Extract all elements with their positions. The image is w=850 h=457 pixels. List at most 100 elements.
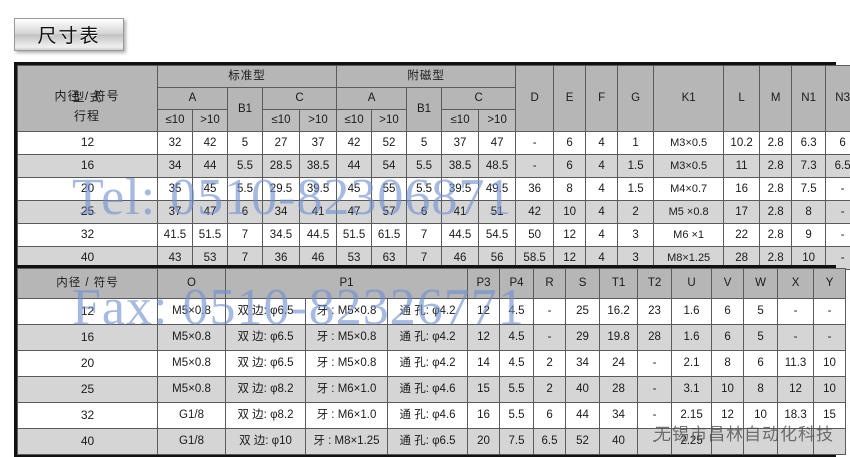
cell-K1: M5 ×0.8 [653,200,725,224]
cell-Y: - [813,298,847,325]
cell-V [711,428,745,455]
cell-T2: 23 [637,298,673,325]
cell-T2: 28 [637,324,673,351]
cell-mag-B1: 5.5 [406,154,443,178]
table-row: 20 35 45 5.5 29.5 39.5 45 55 5.5 39.5 49.5 36 8 4 1.5 M… [17,177,850,201]
cell-N3: 6 [825,131,850,155]
cell-std-B1: 6 [227,200,263,224]
cell-T1: 40 [599,428,639,455]
header-cell-E: E [553,65,587,132]
header-cell-K1: K1 [653,65,725,132]
cell-T1: 19.8 [599,324,639,351]
cell-std-B1: 5.5 [227,154,263,178]
cell-N3: - [825,200,850,224]
cell-P4: 4.5 [499,350,535,377]
cell-std-A-gt10: 51.5 [192,223,228,247]
cell-P1-thread: 牙 : M5×0.8 [305,324,388,351]
cell-K1: M3×0.5 [653,131,725,155]
cell-P1-thread: 牙 : M8×1.25 [305,428,388,455]
cell-P4: 4.5 [499,298,535,325]
cell-T1: 24 [599,350,639,377]
cell-Y: 15 [813,402,847,429]
table-row: 25 37 47 6 34 41 47 57 6 41 51 42 10 4 2 M5 ×0.8 17 2.8 8- [17,200,850,224]
cell-N3: - [825,223,850,247]
cell-X: 11.3 [777,350,815,377]
cell-bore: 12 [17,298,158,325]
bottom-header-W: W [743,268,779,299]
cell-mag-B1: 6 [406,200,443,224]
cell-O: M5×0.8 [157,298,226,325]
cell-E: 12 [553,223,587,247]
cell-T1: 28 [599,376,639,403]
cell-W: 5 [743,324,779,351]
table-row: 32 41.5 51.5 7 34.5 44.5 51.5 61.5 7 44.5 54.5 50 12… [17,223,850,247]
top-header-row-1: 型 式 标准型 附磁型 D E F G K1 L M N1 N3 [17,65,850,132]
table-row: 20 M5×0.8 双 边: φ6.5 牙 : M5×0.8 通 孔: φ4.2 14 4.… [17,350,847,377]
cell-mag-A-gt10: 57 [371,200,408,224]
cell-P1-double-edge: 双 边: φ6.5 [225,350,306,377]
cell-W: 5 [743,298,779,325]
table-row: 32 G1/8 双 边: φ8.2 牙 : M6×1.0 通 孔: φ4.6 16 5.5 6… [17,402,847,429]
table-row: 16 34 44 5.5 28.5 38.5 44 54 5.5 38.5 48.5-6 4 1.5 M3… [17,154,850,178]
cell-mag-C-le10: 38.5 [441,154,480,178]
cell-L: 16 [723,177,761,201]
cell-U: 3.1 [671,376,713,403]
cell-bore: 32 [17,402,158,429]
cell-P3: 16 [467,402,501,429]
cell-X: - [777,298,815,325]
cell-L: 11 [723,154,761,178]
header-mag-C-gt10: >10 [478,109,517,132]
cell-E: 6 [553,154,587,178]
cell-D: 50 [515,223,555,247]
cell-U: 2.25 [671,428,713,455]
cell-mag-A-le10: 47 [336,200,373,224]
cell-S: 44 [565,402,601,429]
cell-M: 2.8 [759,223,793,247]
cell-std-B1: 5.5 [227,177,263,201]
cell-bore: 20 [17,350,158,377]
bottom-header-P4: P4 [499,268,535,299]
cell-M: 2.8 [759,200,793,224]
cell-D: 42 [515,200,555,224]
cell-mag-B1: 7 [406,223,443,247]
bottom-header-O: O [157,268,226,299]
cell-bore: 32 [17,223,158,247]
header-std-A-gt10: >10 [192,109,228,132]
cell-F: 4 [585,223,619,247]
bottom-header-T2: T2 [637,268,673,299]
cell-std-C-le10: 27 [262,131,300,155]
header-std-B1: B1 [227,87,263,132]
cell-mag-C-gt10: 47 [478,131,517,155]
cell-O: G1/8 [157,402,226,429]
cell-std-A-le10: 34 [157,154,193,178]
header-cell-L: L [723,65,761,132]
cell-mag-A-le10: 51.5 [336,223,373,247]
cell-D: 36 [515,177,555,201]
bottom-header-row: 内径 / 符号 O P1 P3 P4 R S T1 T2 U V W X Y [17,268,847,299]
cell-std-A-le10: 41.5 [157,223,193,247]
cell-V: 6 [711,298,745,325]
cell-P1-double-edge: 双 边: φ8.2 [225,402,306,429]
cell-P3: 15 [467,376,501,403]
cell-X [777,428,815,455]
cell-std-B1: 7 [227,246,263,270]
cell-G: 2 [617,200,655,224]
cell-X: 12 [777,376,815,403]
cell-P4: 5.5 [499,376,535,403]
cell-std-A-gt10: 47 [192,200,228,224]
cell-T1: 16.2 [599,298,639,325]
bottom-header-P3: P3 [467,268,501,299]
cell-bore: 25 [17,200,158,224]
header-mag-C: C [441,87,517,110]
cell-N3: 6.5 [825,154,850,178]
cell-F: 4 [585,200,619,224]
header-group-standard: 标准型 [156,65,338,88]
cell-P1-thread: 牙 : M5×0.8 [305,298,388,325]
cell-P1-thread: 牙 : M5×0.8 [305,350,388,377]
cell-P4: 4.5 [499,324,535,351]
cell-O: M5×0.8 [157,376,226,403]
cell-P1-thread: 牙 : M6×1.0 [305,376,388,403]
table-row: 12 M5×0.8 双 边: φ6.5 牙 : M5×0.8 通 孔: φ4.2 12 4.… [17,298,847,325]
dimension-table-top: 型 式 标准型 附磁型 D E F G K1 L M N1 N3 A B1 [14,62,850,273]
cell-mag-C-le10: 41 [441,200,480,224]
